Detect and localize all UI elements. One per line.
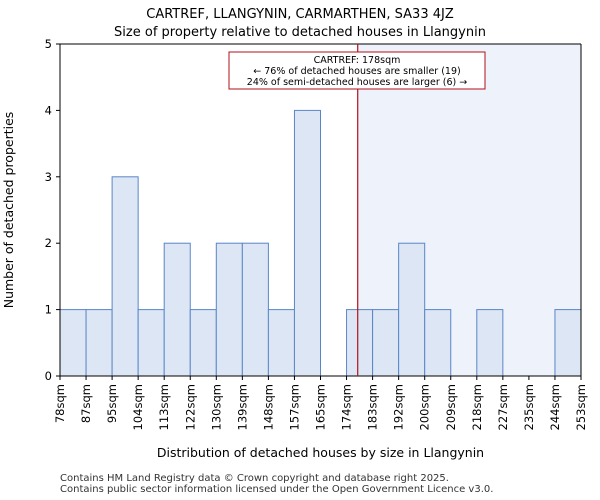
x-tick-label: 253sqm [574, 384, 588, 430]
annotation-line-1: CARTREF: 178sqm [314, 55, 401, 66]
x-tick-label: 174sqm [340, 384, 354, 430]
chart-title: CARTREF, LLANGYNIN, CARMARTHEN, SA33 4JZ [146, 7, 454, 22]
x-tick-labels: 78sqm 87sqm 95sqm 104sqm 113sqm 122sqm 130sqm 1… [53, 376, 588, 430]
x-tick-label: 148sqm [261, 384, 275, 430]
annotation-line-3: 24% of semi-detached houses are larger (… [247, 77, 467, 88]
x-tick-label: 227sqm [496, 384, 510, 430]
y-axis-label: Number of detached properties [1, 112, 16, 309]
x-tick-label: 113sqm [157, 384, 171, 430]
x-tick-label: 235sqm [522, 384, 536, 430]
x-tick-label: 200sqm [418, 384, 432, 430]
footer-line-1: Contains HM Land Registry data © Crown c… [60, 473, 449, 484]
y-tick-label: 2 [45, 236, 52, 250]
bar-192sqm [398, 242, 426, 377]
bar-113sqm [163, 242, 191, 377]
chart-title-block: CARTREF, LLANGYNIN, CARMARTHEN, SA33 4JZ… [0, 6, 600, 42]
bar-139sqm [241, 242, 269, 377]
x-tick-label: 157sqm [287, 384, 301, 430]
bar-122sqm [189, 309, 217, 377]
x-tick-label: 87sqm [79, 384, 93, 423]
x-tick-label: 95sqm [105, 384, 119, 423]
bar-183sqm [372, 309, 400, 377]
annotation-line-2: ← 76% of detached houses are smaller (19… [253, 66, 460, 77]
x-tick-label: 139sqm [235, 384, 249, 430]
y-tick-label: 0 [45, 369, 52, 383]
x-tick-label: 130sqm [209, 384, 223, 430]
chart-subtitle: Size of property relative to detached ho… [114, 25, 486, 40]
bar-244sqm [554, 309, 582, 377]
bar-200sqm [424, 309, 452, 377]
bar-87sqm [85, 309, 113, 377]
annotation-box [228, 51, 486, 90]
bar-78sqm [59, 309, 87, 377]
footer: Contains HM Land Registry data © Crown c… [60, 473, 493, 495]
bar-157sqm [293, 109, 322, 377]
y-tick-label: 4 [45, 103, 52, 117]
x-tick-label: 122sqm [183, 384, 197, 430]
bar-104sqm [137, 309, 165, 377]
x-tick-label: 104sqm [131, 384, 145, 430]
x-tick-label: 183sqm [366, 384, 380, 430]
bars-group [59, 109, 582, 377]
x-tick-label: 244sqm [548, 384, 562, 430]
bar-174sqm [346, 309, 374, 377]
bar-218sqm [476, 309, 504, 377]
y-tick-label: 5 [45, 37, 52, 51]
x-axis-label: Distribution of detached houses by size … [157, 445, 484, 460]
x-tick-label: 209sqm [444, 384, 458, 430]
bar-95sqm [111, 176, 139, 377]
footer-line-2: Contains public sector information licen… [60, 484, 494, 495]
y-tick-labels: 0 1 2 3 4 5 [45, 37, 60, 383]
bar-148sqm [267, 309, 295, 377]
x-tick-label: 165sqm [314, 384, 328, 430]
x-tick-label: 78sqm [53, 384, 67, 423]
property-marker: CARTREF: 178sqm← 76% of detached houses … [228, 44, 486, 376]
bar-130sqm [215, 242, 243, 377]
x-tick-label: 192sqm [392, 384, 406, 430]
y-tick-label: 1 [45, 303, 52, 317]
x-tick-label: 218sqm [470, 384, 484, 430]
y-tick-label: 3 [45, 170, 52, 184]
